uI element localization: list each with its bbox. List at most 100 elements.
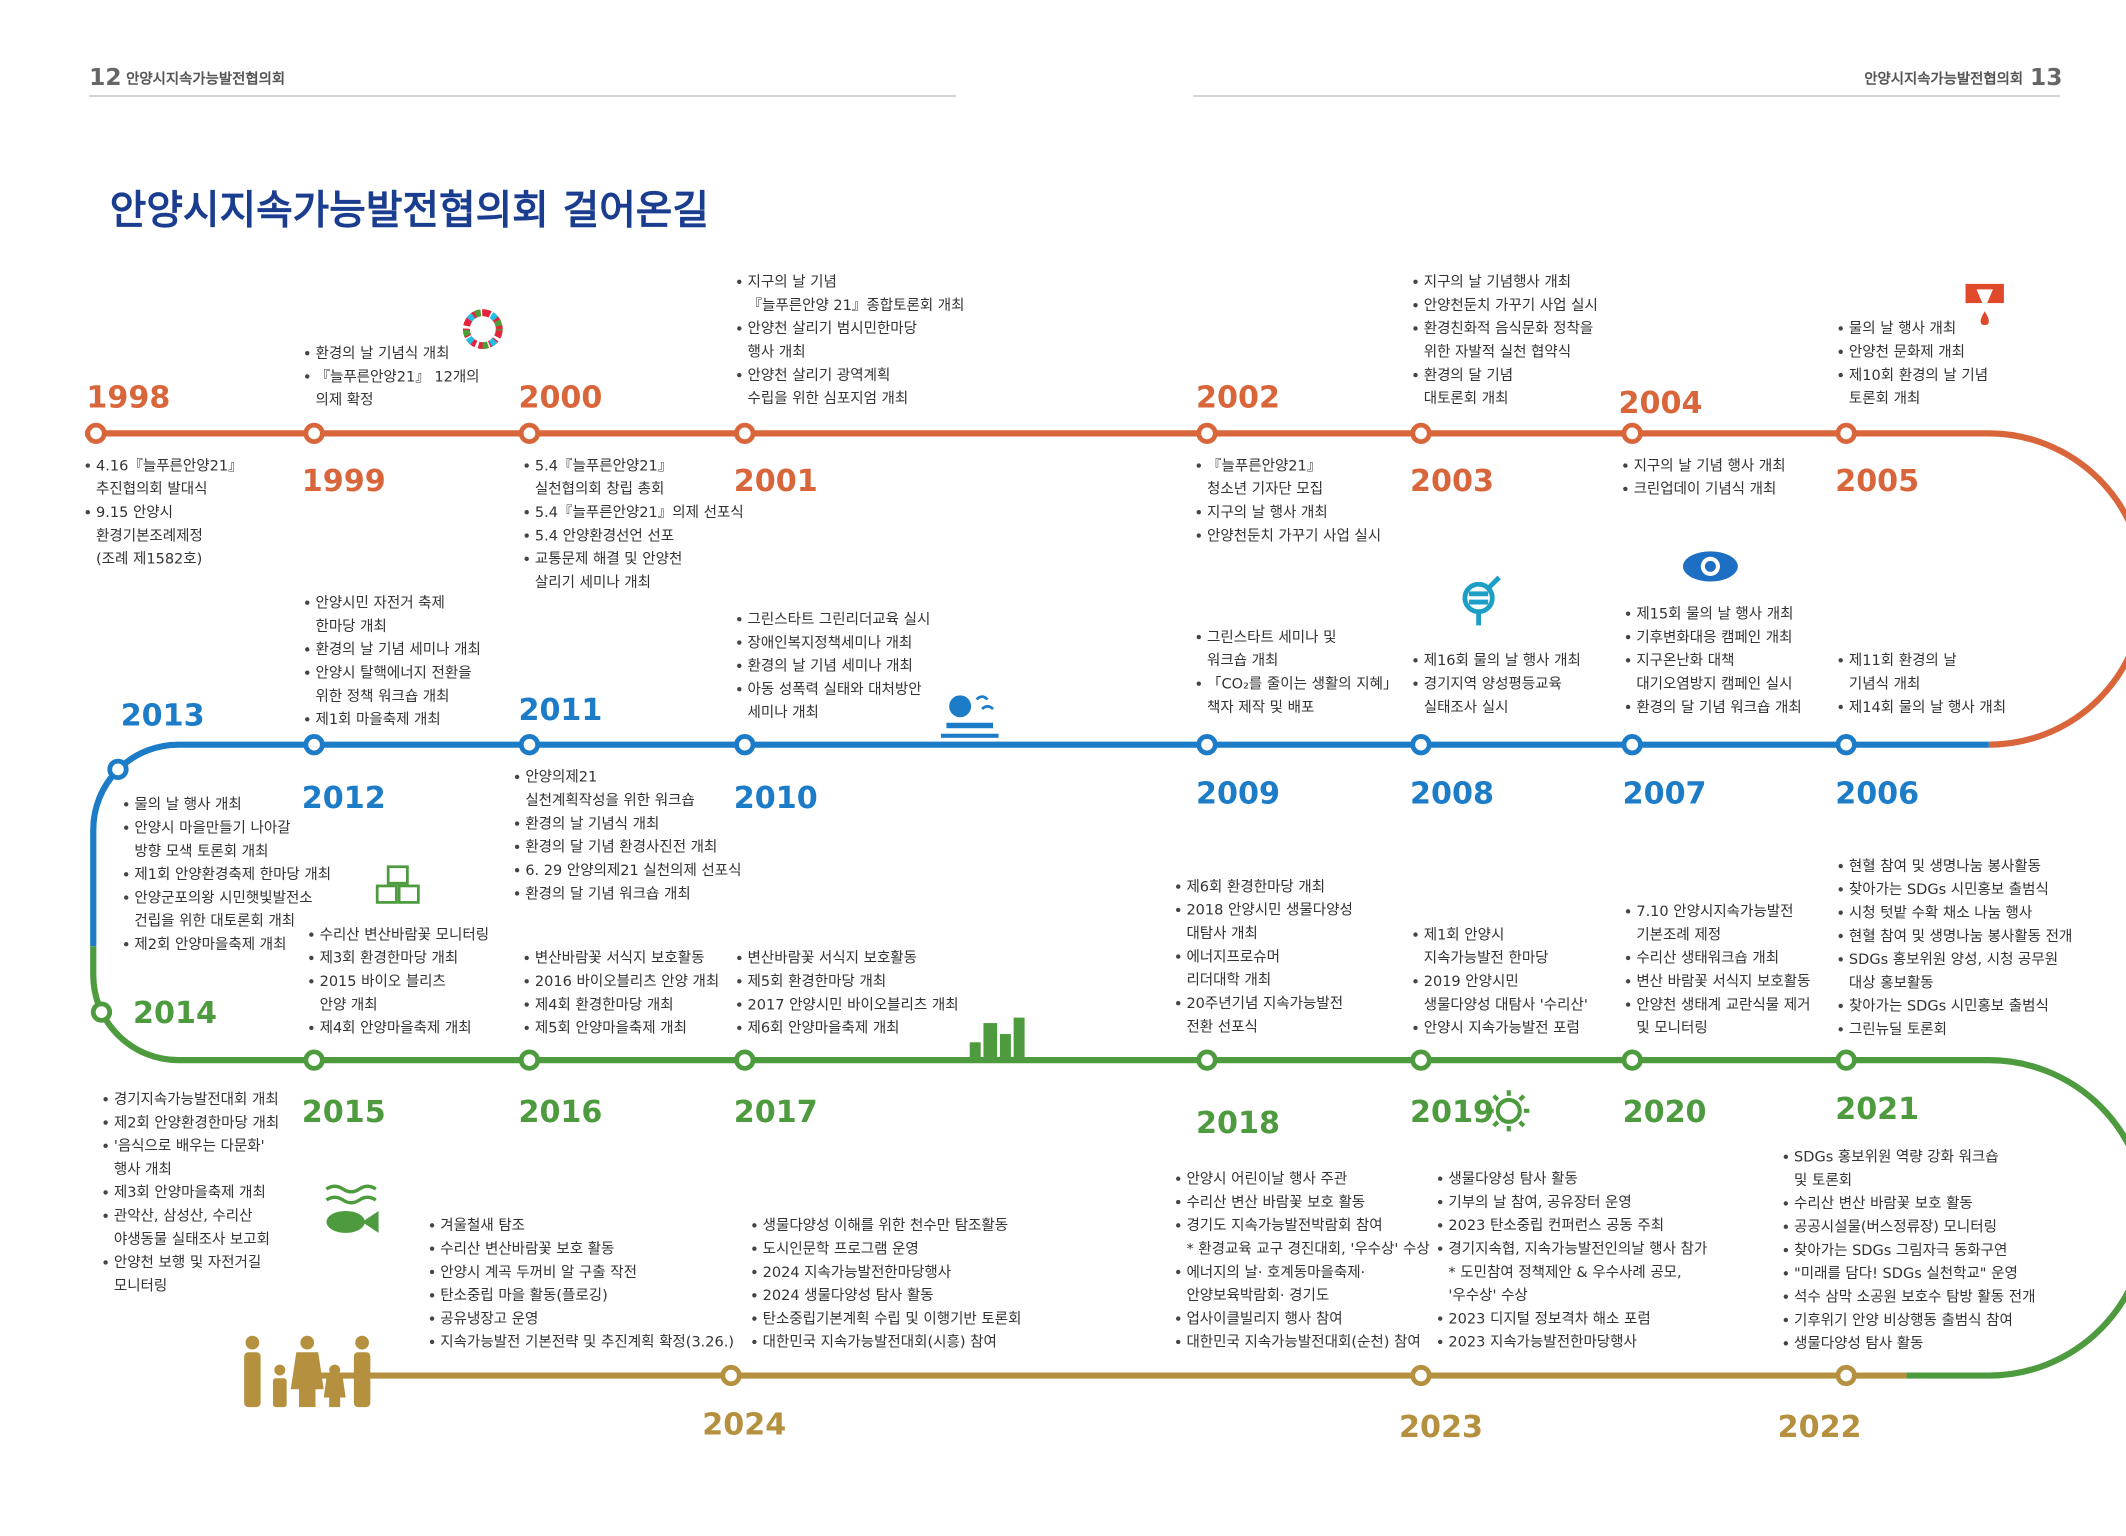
- event-text: 환경의 날 기념 세미나 개최: [315, 641, 480, 658]
- event-text: 물의 날 행사 개최: [1849, 320, 1956, 337]
- bullet: [1838, 372, 1843, 378]
- bullet: [524, 533, 529, 538]
- event-text: 20주년기념 지속가능발전: [1186, 995, 1343, 1012]
- bullet: [737, 686, 742, 692]
- event-text: 수리산 변산 바람꽃 보호 활동: [1186, 1194, 1365, 1211]
- bullet: [1413, 681, 1418, 686]
- bullet: [85, 510, 90, 515]
- bullet: [1838, 887, 1843, 892]
- year: 2001: [734, 464, 818, 499]
- event-text: 생물다양성 탐사 활동: [1448, 1171, 1577, 1188]
- bullet: [1625, 634, 1631, 640]
- event-text: 업사이클빌리지 행사 참여: [1186, 1310, 1342, 1327]
- city-icon: [966, 1017, 1028, 1063]
- event-text: 2024 생물다양성 탐사 활동: [763, 1287, 934, 1304]
- event-text: 제3회 환경한마당 개최: [320, 950, 459, 967]
- event-text: 생물다양성 대탐사 '수리산': [1424, 996, 1588, 1013]
- event-text: 2015 바이오 블리츠: [320, 973, 446, 990]
- event-text: 안양의제21: [525, 769, 597, 786]
- event-text: 지구의 날 행사 개최: [1207, 504, 1328, 521]
- event-text: 추진협의회 발대식: [96, 481, 207, 498]
- timeline-node: [518, 422, 541, 444]
- bullet: [429, 1293, 435, 1298]
- bullet: [103, 1143, 108, 1149]
- bullet: [1783, 1154, 1789, 1159]
- bullet: [103, 1120, 108, 1125]
- event-text: 현혈 참여 및 생명나눔 봉사활동 전개: [1849, 928, 2072, 945]
- bullet: [305, 670, 310, 675]
- bullet: [1176, 1001, 1181, 1006]
- bullet: [1413, 932, 1418, 937]
- event-text: 제6회 환경한마당 개최: [1186, 878, 1325, 895]
- timeline-node: [1621, 1049, 1643, 1071]
- event-text: 제2회 안양환경한마당 개최: [114, 1114, 279, 1131]
- bullet: [524, 510, 529, 515]
- event-text: 제3회 안양마을축제 개최: [114, 1184, 266, 1201]
- event-text: 환경기본조례제정: [96, 527, 203, 544]
- event-text: 제16회 물의 날 행사 개최: [1424, 652, 1581, 669]
- year: 2018: [1196, 1106, 1280, 1141]
- event-text: 안양천둔치 가꾸기 사업 실시: [1424, 297, 1598, 314]
- bullet: [1625, 1002, 1631, 1007]
- bullet: [429, 1223, 435, 1228]
- event-text: 환경의 날 기념식 개최: [525, 815, 659, 832]
- bullet: [1625, 658, 1631, 663]
- year: 2009: [1196, 777, 1280, 812]
- year: 2020: [1623, 1095, 1707, 1130]
- year: 2007: [1623, 777, 1707, 812]
- event-text: 기본조례 제정: [1636, 926, 1721, 943]
- bullet: [1625, 909, 1631, 914]
- event-text: 지구의 날 기념행사 개최: [1424, 274, 1571, 291]
- event-text: 5.4 안양환경선언 선포: [535, 527, 674, 544]
- cubes-icon: [375, 865, 420, 904]
- event-text: 안양시 마을만들기 나아갈: [134, 819, 290, 836]
- timeline-node: [1196, 734, 1218, 756]
- event-text: 실천협의회 창립 총회: [535, 481, 664, 498]
- timeline-node: [1410, 1049, 1432, 1071]
- event-text: 제4회 환경한마당 개최: [535, 996, 674, 1013]
- bullet: [514, 891, 520, 896]
- bullet: [305, 374, 310, 379]
- timeline-node: [1410, 734, 1432, 756]
- timeline-node: [303, 422, 325, 444]
- event-text: 공유냉장고 운영: [440, 1310, 538, 1327]
- timeline-node: [518, 734, 541, 756]
- year: 2013: [121, 698, 205, 733]
- event-text: 제15회 물의 날 행사 개최: [1636, 606, 1793, 623]
- year: 2016: [518, 1095, 602, 1130]
- bullet: [1783, 1341, 1789, 1346]
- bullet: [1623, 463, 1628, 468]
- event-text: 경기지역 양성평등교육: [1424, 675, 1562, 692]
- bullet: [1783, 1224, 1789, 1229]
- event-text: 석수 삼막 소공원 보호수 탐방 활동 전개: [1794, 1288, 2035, 1305]
- event-text: 9.15 안양시: [96, 504, 173, 521]
- event-text: 교통문제 해결 및 안양천: [535, 551, 682, 568]
- event-text: 관악산, 삼성산, 수리산: [114, 1208, 253, 1225]
- event-text: 탄소중립 마을 활동(플로깅): [440, 1287, 607, 1304]
- year: 2015: [302, 1095, 386, 1130]
- event-text: 안양천 문화제 개최: [1849, 344, 1965, 361]
- event-text: 물의 날 행사 개최: [134, 796, 241, 813]
- event-text: '음식으로 배우는 다문화': [114, 1138, 265, 1155]
- bullet: [1625, 979, 1631, 984]
- bullet: [1838, 1003, 1843, 1009]
- event-text: 기후변화대응 캠페인 개최: [1636, 629, 1792, 646]
- event-text: 안양시 지속가능발전 포럼: [1424, 1020, 1580, 1037]
- timeline-node: [1196, 422, 1218, 444]
- bullet: [1437, 1316, 1443, 1321]
- gender-icon: [1462, 575, 1501, 626]
- event-text: 수리산 변산 바람꽃 보호 활동: [1794, 1195, 1973, 1212]
- event-text: 및 토론회: [1794, 1172, 1852, 1189]
- event-text: 대토론회 개최: [1424, 390, 1509, 407]
- bullet: [1176, 1176, 1181, 1181]
- bullet: [737, 979, 742, 984]
- event-text: 지구의 날 기념: [748, 274, 837, 291]
- bullet: [1196, 634, 1201, 640]
- bullet: [103, 1097, 108, 1102]
- event-text: 도시인문학 프로그램 운영: [763, 1240, 919, 1257]
- bullet: [103, 1190, 108, 1195]
- event-text: 환경의 달 기념 환경사진전 개최: [525, 839, 717, 856]
- event-text: 『늘푸른안양 21』종합토론회 개최: [748, 297, 965, 314]
- year: 2014: [133, 996, 217, 1031]
